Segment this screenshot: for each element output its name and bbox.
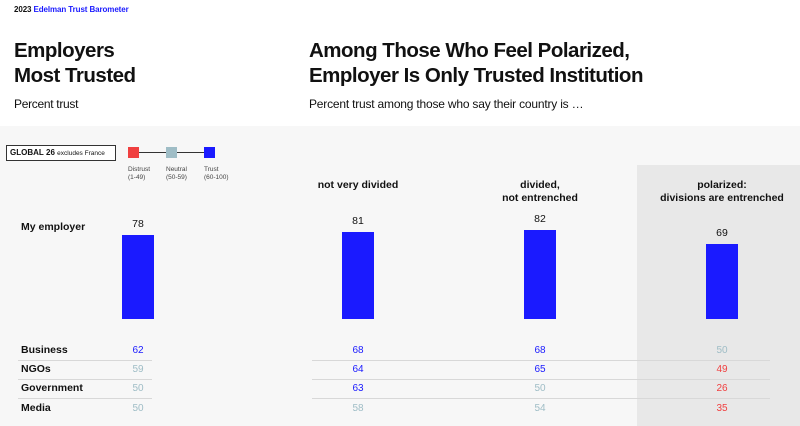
row-label-government: Government — [21, 382, 83, 394]
bar-value-my-employer-2: 82 — [534, 213, 546, 226]
legend-distrust-swatch — [128, 147, 139, 158]
cell-ngos-2: 65 — [534, 364, 546, 375]
bar-value-my-employer-1: 81 — [352, 214, 364, 227]
global-box: GLOBAL 26 excludes France — [6, 145, 116, 161]
cell-ngos-1: 64 — [352, 364, 364, 375]
cell-business-2: 68 — [534, 345, 546, 356]
legend-distrust-range: (1-49) — [128, 174, 146, 181]
bar-my-employer-3 — [706, 244, 738, 319]
column-header-2: divided, not entrenched — [460, 179, 620, 205]
bar-my-employer-2 — [524, 230, 556, 319]
column-header-3: polarized: divisions are entrenched — [642, 179, 800, 205]
column-header-1-line1: not very divided — [317, 179, 399, 191]
cell-ngos-0: 59 — [132, 364, 144, 375]
legend-distrust-label: Distrust (1-49) — [128, 166, 150, 182]
column-header-2-line2: not entrenched — [502, 192, 578, 204]
row-separator-left-1 — [18, 379, 152, 380]
cell-government-3: 26 — [716, 383, 728, 394]
legend-trust-swatch — [204, 147, 215, 158]
left-title-line2: Most Trusted — [14, 64, 136, 87]
cell-business-3: 50 — [716, 345, 728, 356]
row-separator-left-0 — [18, 360, 152, 361]
cell-media-0: 50 — [132, 403, 144, 414]
global-note: excludes France — [57, 150, 105, 157]
bar-my-employer-1 — [342, 231, 374, 319]
left-subtitle: Percent trust — [14, 97, 79, 111]
cell-government-1: 63 — [352, 383, 364, 394]
cell-media-3: 35 — [716, 403, 728, 414]
bar-my-employer-0 — [122, 234, 154, 319]
legend-neutral-range: (50-59) — [166, 174, 187, 181]
brand-name: Edelman Trust Barometer — [33, 5, 129, 14]
legend-trust-label: Trust (60-100) — [204, 166, 229, 182]
main-title-line1: Among Those Who Feel Polarized, — [309, 39, 630, 62]
main-title: Among Those Who Feel Polarized, Employer… — [309, 38, 643, 88]
legend-neutral-name: Neutral — [166, 166, 187, 173]
legend-neutral-swatch — [166, 147, 177, 158]
legend-distrust-name: Distrust — [128, 166, 151, 173]
row-label-business: Business — [21, 344, 68, 356]
left-title-line1: Employers — [14, 39, 115, 62]
column-header-3-line2: divisions are entrenched — [660, 192, 784, 204]
cell-media-1: 58 — [352, 403, 364, 414]
row-separator-right-1 — [312, 379, 770, 380]
row-separator-left-2 — [18, 398, 152, 399]
row-label-media: Media — [21, 402, 51, 414]
cell-government-0: 50 — [132, 383, 144, 394]
cell-government-2: 50 — [534, 383, 546, 394]
row-label-my-employer: My employer — [21, 221, 86, 233]
global-count: 26 — [46, 148, 55, 157]
brand-header: 2023 Edelman Trust Barometer — [14, 5, 129, 14]
main-subtitle: Percent trust among those who say their … — [309, 97, 584, 111]
legend-trust-name: Trust — [204, 166, 219, 173]
legend-neutral-label: Neutral (50-59) — [166, 166, 187, 182]
bar-value-my-employer-3: 69 — [716, 227, 728, 240]
global-label: GLOBAL — [10, 148, 44, 157]
row-separator-right-0 — [312, 360, 770, 361]
brand-year: 2023 — [14, 5, 32, 14]
left-title: Employers Most Trusted — [14, 38, 136, 88]
cell-ngos-3: 49 — [716, 364, 728, 375]
column-header-1: not very divided — [278, 179, 438, 192]
row-label-ngos: NGOs — [21, 363, 51, 375]
cell-media-2: 54 — [534, 403, 546, 414]
main-title-line2: Employer Is Only Trusted Institution — [309, 64, 643, 87]
legend-trust-range: (60-100) — [204, 174, 229, 181]
column-header-2-line1: divided, — [520, 179, 560, 191]
cell-business-1: 68 — [352, 345, 364, 356]
cell-business-0: 62 — [132, 345, 144, 356]
row-separator-right-2 — [312, 398, 770, 399]
column-header-3-line1: polarized: — [697, 179, 747, 191]
bar-value-my-employer-0: 78 — [132, 217, 144, 230]
